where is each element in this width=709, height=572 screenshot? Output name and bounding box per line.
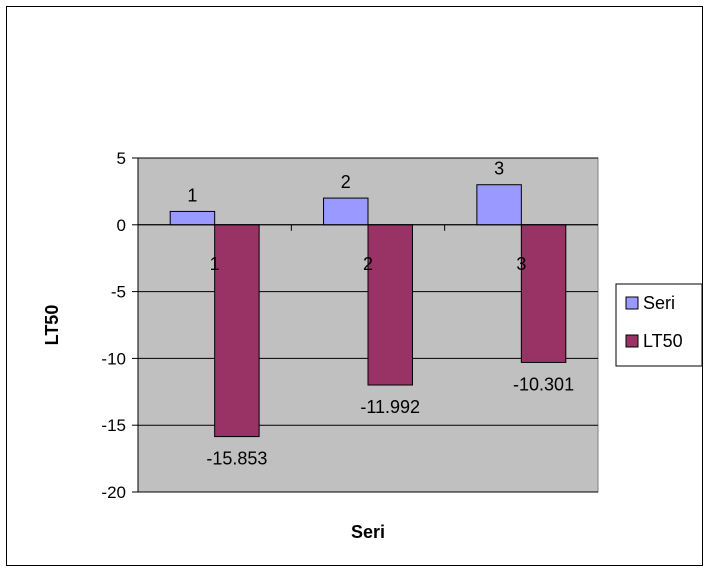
y-tick-label: -10 <box>101 349 126 368</box>
bar-seri-1 <box>169 210 216 226</box>
y-axis-ticks: 5 0 -5 -10 -15 -20 <box>101 149 446 502</box>
bar-seri-2 <box>323 197 369 226</box>
y-axis-title: LT50 <box>42 305 62 346</box>
y-tick-label: -15 <box>101 416 126 435</box>
legend: Seri LT50 <box>615 283 703 367</box>
category-labels: 1 2 3 <box>210 254 527 274</box>
data-label-lt50: -15.853 <box>206 449 267 469</box>
x-tick-label: 3 <box>516 254 526 274</box>
data-label-seri: 3 <box>494 159 504 179</box>
data-label-lt50: -10.301 <box>513 374 574 394</box>
y-tick-label: 0 <box>117 216 126 235</box>
y-tick-label: -5 <box>111 283 126 302</box>
legend-swatch-seri <box>625 296 639 310</box>
data-label-seri: 2 <box>341 172 351 192</box>
data-label-seri: 1 <box>187 185 197 205</box>
x-axis-title: Seri <box>351 522 385 542</box>
y-tick-label: -20 <box>101 483 126 502</box>
legend-label-seri: Seri <box>643 293 675 313</box>
legend-label-lt50: LT50 <box>643 331 683 351</box>
y-tick-label: 5 <box>117 149 126 168</box>
bar-lt50-1 <box>214 224 260 438</box>
x-tick-label: 1 <box>210 254 220 274</box>
data-label-lt50: -11.992 <box>360 397 420 417</box>
legend-swatch-lt50 <box>625 334 639 348</box>
data-labels: 1 -15.853 2 -11.992 3 -10.301 <box>187 159 574 469</box>
bar-lt50-3 <box>520 224 567 363</box>
x-tick-label: 2 <box>363 254 373 274</box>
bar-seri-3 <box>476 184 522 226</box>
bar-lt50-2 <box>367 224 413 386</box>
